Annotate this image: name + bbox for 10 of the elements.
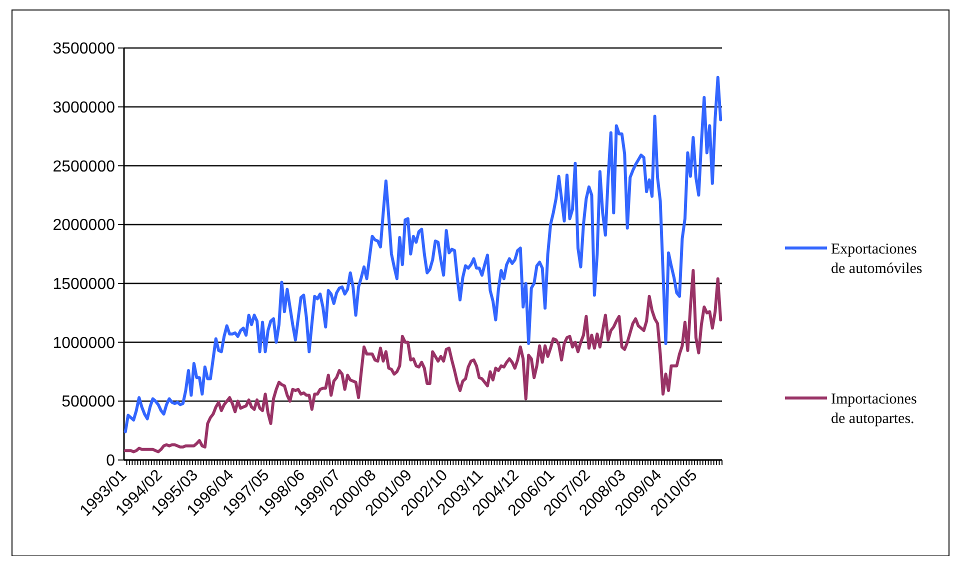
legend-label: Exportaciones de automóviles <box>831 241 922 277</box>
y-tick-label: 3000000 <box>52 99 116 116</box>
y-tick-label: 3500000 <box>52 40 116 58</box>
legend-label: Importaciones de autopartes. <box>831 391 917 427</box>
y-tick-label: 1000000 <box>52 334 116 352</box>
y-tick-label: 500000 <box>62 394 116 411</box>
y-tick-label: 1500000 <box>52 276 116 294</box>
y-tick-label: 0 <box>106 452 116 470</box>
y-tick-label: 2500000 <box>52 158 116 176</box>
y-tick-label: 2000000 <box>52 217 116 234</box>
